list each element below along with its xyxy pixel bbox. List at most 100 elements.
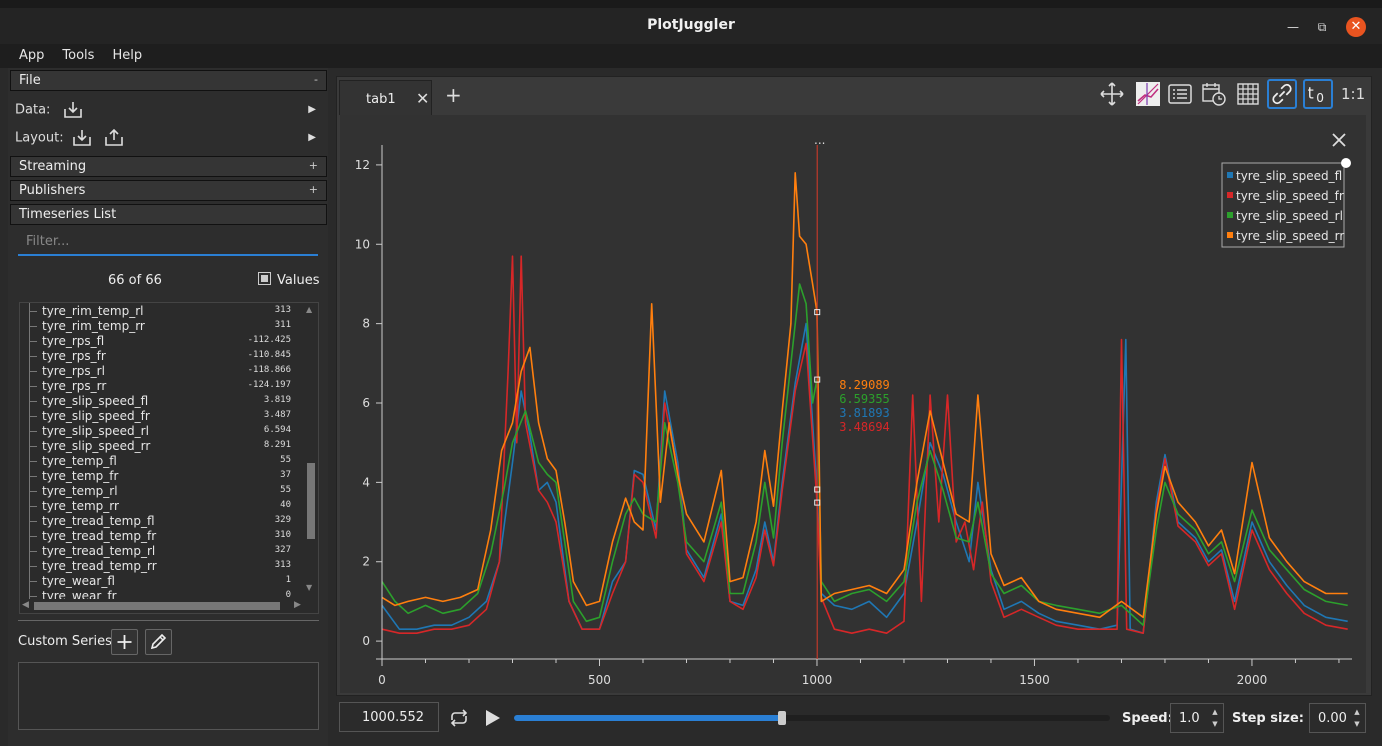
legend-label[interactable]: tyre_slip_speed_fr xyxy=(1236,189,1344,203)
slider-handle[interactable] xyxy=(778,711,787,725)
tree-branch-line xyxy=(29,566,37,567)
values-checkbox[interactable]: Values xyxy=(258,272,319,288)
minimize-button[interactable]: — xyxy=(1287,20,1299,34)
list-item[interactable]: tyre_rps_fl -112.425 xyxy=(20,334,305,349)
legend-label[interactable]: tyre_slip_speed_rl xyxy=(1236,209,1343,223)
add-tab-button[interactable]: + xyxy=(445,83,462,107)
series-value: 55 xyxy=(280,485,291,495)
legend-label[interactable]: tyre_slip_speed_fl xyxy=(1236,169,1342,183)
series-name: tyre_slip_speed_rl xyxy=(42,424,149,438)
data-expand-arrow[interactable]: ▶ xyxy=(308,104,316,115)
list-item[interactable]: tyre_rps_rr -124.197 xyxy=(20,379,305,394)
zoom-out-plot-icon[interactable] xyxy=(1135,81,1161,107)
legend-handle-icon[interactable] xyxy=(1341,158,1351,168)
filter-input[interactable]: Filter... xyxy=(18,228,318,256)
calendar-clock-icon[interactable] xyxy=(1201,81,1227,107)
spin-arrows-icon[interactable]: ▲ ▼ xyxy=(1212,708,1218,728)
close-tab-icon[interactable]: ✕ xyxy=(416,89,430,108)
cursor-marker xyxy=(814,376,821,383)
plot-title[interactable]: ... xyxy=(814,133,826,147)
edit-custom-series-button[interactable] xyxy=(145,629,172,655)
spin-arrows-icon[interactable]: ▲ ▼ xyxy=(1354,708,1360,728)
file-section-header[interactable]: File - xyxy=(10,70,327,91)
load-layout-icon[interactable] xyxy=(72,129,92,147)
vertical-scroll-thumb[interactable] xyxy=(307,463,315,539)
tree-vertical-scrollbar[interactable]: ▲ ▼ xyxy=(304,303,318,601)
play-icon[interactable] xyxy=(484,708,502,728)
horizontal-scroll-thumb[interactable] xyxy=(34,602,280,610)
list-item[interactable]: tyre_tread_temp_fr 310 xyxy=(20,529,305,544)
tab-tab1[interactable]: tab1 ✕ xyxy=(339,80,432,115)
tree-branch-line xyxy=(29,506,37,507)
list-item[interactable]: tyre_temp_rr 40 xyxy=(20,499,305,514)
line-chart[interactable]: 0 2 4 6 8 10 12 0 500 1000 1500 2000 8.290896.59355… xyxy=(340,115,1366,693)
tree-guide-line xyxy=(29,303,30,603)
list-item[interactable]: tyre_temp_fr 37 xyxy=(20,469,305,484)
list-item[interactable]: tyre_temp_fl 55 xyxy=(20,454,305,469)
speed-label: Speed: xyxy=(1122,711,1173,726)
menu-tools[interactable]: Tools xyxy=(62,48,95,63)
custom-series-list[interactable] xyxy=(18,662,319,730)
list-item[interactable]: tyre_rps_rl -118.866 xyxy=(20,364,305,379)
list-item[interactable]: tyre_tread_temp_fl 329 xyxy=(20,514,305,529)
x-tick-label: 1000 xyxy=(802,673,833,687)
link-icon[interactable] xyxy=(1267,79,1297,109)
plot-area[interactable]: 0 2 4 6 8 10 12 0 500 1000 1500 2000 8.29089 6.59355… xyxy=(340,115,1366,693)
list-item[interactable]: tyre_temp_rl 55 xyxy=(20,484,305,499)
add-custom-series-button[interactable] xyxy=(111,629,138,655)
series-name: tyre_rim_temp_rr xyxy=(42,319,145,333)
list-item[interactable]: tyre_slip_speed_rr 8.291 xyxy=(20,439,305,454)
menu-bar: App Tools Help xyxy=(0,44,1382,68)
save-layout-icon[interactable] xyxy=(104,128,124,147)
ratio-button[interactable]: 1:1 xyxy=(1341,85,1366,103)
menu-help[interactable]: Help xyxy=(112,48,143,63)
close-window-button[interactable]: ✕ xyxy=(1346,17,1366,37)
tree-branch-line xyxy=(29,431,37,432)
streaming-section-header[interactable]: Streaming + xyxy=(10,156,327,177)
loop-icon[interactable] xyxy=(448,708,470,728)
scroll-right-icon[interactable]: ▶ xyxy=(294,600,301,610)
step-size-value: 0.00 xyxy=(1318,711,1347,726)
publishers-toggle[interactable]: + xyxy=(308,183,318,196)
load-data-icon[interactable] xyxy=(63,101,83,119)
legend-label[interactable]: tyre_slip_speed_rr xyxy=(1236,229,1344,243)
list-item[interactable]: tyre_slip_speed_fl 3.819 xyxy=(20,394,305,409)
series-value: 0 xyxy=(285,590,291,600)
checkbox-icon[interactable] xyxy=(258,272,271,285)
legend-list-icon[interactable] xyxy=(1167,81,1193,107)
list-item[interactable]: tyre_wear_fl 1 xyxy=(20,574,305,589)
series-name: tyre_temp_rl xyxy=(42,484,118,498)
list-item[interactable]: tyre_slip_speed_fr 3.487 xyxy=(20,409,305,424)
step-size-spinbox[interactable]: 0.00 ▲ ▼ xyxy=(1309,703,1366,733)
series-name: tyre_rim_temp_rl xyxy=(42,304,144,318)
maximize-button[interactable]: ⧉ xyxy=(1317,20,1327,34)
speed-spinbox[interactable]: 1.0 ▲ ▼ xyxy=(1170,703,1224,733)
timeseries-tree[interactable]: tyre_rim_temp_rl 313 tyre_rim_temp_rr 311 ty… xyxy=(19,302,319,614)
time-input[interactable]: 1000.552 xyxy=(339,702,439,732)
legend-swatch xyxy=(1227,192,1233,198)
series-name: tyre_tread_temp_rr xyxy=(42,559,157,573)
move-icon[interactable] xyxy=(1099,81,1125,107)
cursor-value-label: 6.59355 xyxy=(839,392,890,406)
grid-icon[interactable] xyxy=(1235,81,1261,107)
close-plot-icon[interactable] xyxy=(1332,133,1346,147)
scroll-up-icon[interactable]: ▲ xyxy=(306,305,313,314)
scroll-down-icon[interactable]: ▼ xyxy=(306,583,313,592)
list-item[interactable]: tyre_rim_temp_rr 311 xyxy=(20,319,305,334)
streaming-toggle[interactable]: + xyxy=(308,159,318,172)
list-item[interactable]: tyre_rps_fr -110.845 xyxy=(20,349,305,364)
layout-expand-arrow[interactable]: ▶ xyxy=(308,132,316,143)
list-item[interactable]: tyre_tread_temp_rr 313 xyxy=(20,559,305,574)
list-item[interactable]: tyre_slip_speed_rl 6.594 xyxy=(20,424,305,439)
publishers-section-header[interactable]: Publishers + xyxy=(10,180,327,201)
series-value: 1 xyxy=(285,575,291,585)
scroll-left-icon[interactable]: ◀ xyxy=(22,600,29,610)
menu-app[interactable]: App xyxy=(19,48,45,63)
list-item[interactable]: tyre_tread_temp_rl 327 xyxy=(20,544,305,559)
tree-branch-line xyxy=(29,596,37,597)
tree-horizontal-scrollbar[interactable]: ◀ ▶ xyxy=(20,599,318,613)
file-section-toggle[interactable]: - xyxy=(314,73,318,86)
list-item[interactable]: tyre_rim_temp_rl 313 xyxy=(20,304,305,319)
time-slider[interactable] xyxy=(514,711,1110,725)
